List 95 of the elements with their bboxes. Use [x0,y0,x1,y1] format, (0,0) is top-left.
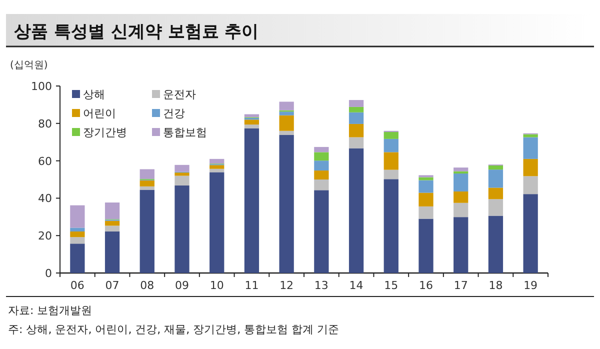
bar [348,124,364,138]
bar [314,152,329,161]
bar [488,165,504,170]
bar [418,192,434,206]
bar [70,237,85,244]
bar [384,132,398,139]
bar [104,202,120,220]
x-tick-label: 06 [70,279,84,292]
x-tick-label: 19 [524,279,538,292]
bar [174,176,190,186]
legend-label: 운전자 [163,88,196,101]
bar [140,169,154,179]
bar [523,134,538,138]
bar [523,158,538,176]
bar [140,190,154,273]
x-tick-label: 14 [349,279,364,292]
legend-label: 상해 [83,88,105,101]
bar [488,216,504,273]
bar [418,218,434,273]
y-tick-label: 20 [38,230,52,243]
y-tick-label: 0 [45,267,52,280]
bar [140,180,154,186]
chart-title: 상품 특성별 신계약 보험료 추이 [14,22,259,42]
bar [384,170,398,180]
y-tick-label: 80 [38,117,52,130]
bar [174,172,190,176]
x-tick-label: 08 [140,279,154,292]
x-tick-label: 11 [244,279,259,292]
bar [279,134,294,273]
bar [279,102,294,110]
x-tick-label: 12 [280,279,294,292]
bar [279,112,294,116]
bar [104,231,120,273]
text: 주: 상해, 운전자, 어린이, 건강, 재물, 장기간병, 통합보험 합계 기준 [8,323,340,336]
bar [210,158,224,164]
x-tick-label: 13 [314,279,328,292]
x-tick-label: 10 [210,279,224,292]
text: 자료: 보험개발원 [8,304,92,317]
bar [210,165,224,169]
bar [279,115,294,131]
bar [348,148,364,273]
bar [70,231,85,238]
legend-label: 통합보험 [163,126,207,139]
bar [70,228,85,232]
x-tick-label: 09 [175,279,189,292]
x-tick-label: 07 [105,279,120,292]
legend-label: 어린이 [83,107,116,120]
bar [314,160,329,171]
bar [140,186,154,190]
bar [104,220,120,226]
bar [70,205,85,228]
y-axis-title: (십억원) [10,60,48,71]
bar [244,114,260,118]
bar [454,217,468,273]
bar [244,124,260,128]
bar [384,152,398,170]
x-tick-label: 17 [454,279,468,292]
bar [174,185,190,273]
bar [454,191,468,203]
bar [244,128,260,273]
bar [454,168,468,172]
bar [523,137,538,159]
bar [314,180,329,190]
legend-label: 장기간병 [83,126,127,139]
bar [314,146,329,152]
bar [174,164,190,172]
x-tick-label: 18 [488,279,503,292]
bar [418,206,434,219]
bar [488,188,504,200]
y-tick-label: 100 [31,80,52,93]
bar [488,199,504,216]
bar [488,170,504,188]
bar [104,226,120,232]
bar [454,174,468,192]
bar [314,190,329,273]
y-tick-label: 60 [38,154,52,168]
bar [348,106,364,112]
bar [244,120,260,125]
legend-label: 건강 [163,107,185,120]
bar [348,100,364,107]
bar [384,138,398,152]
x-tick-label: 15 [384,279,398,292]
bar [384,179,398,273]
bar [314,170,329,180]
bar [348,112,364,124]
bar [523,194,538,273]
y-tick-label: 40 [38,192,52,206]
bar [70,244,85,273]
bar [454,202,468,218]
bar [348,137,364,148]
bar [210,172,224,273]
bar [279,130,294,135]
bar [418,180,434,193]
bar [523,176,538,194]
x-tick-label: 16 [419,279,433,292]
